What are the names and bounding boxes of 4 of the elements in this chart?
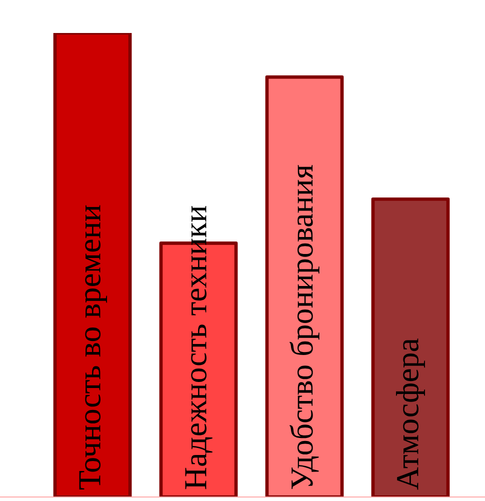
x-tick-label: Точность во времени (79, 205, 108, 490)
x-tick-label: Удобство бронирования (290, 164, 320, 490)
x-tick-label: Надежность техники (185, 206, 212, 490)
x-tick-label: Атмосфера (396, 338, 425, 490)
